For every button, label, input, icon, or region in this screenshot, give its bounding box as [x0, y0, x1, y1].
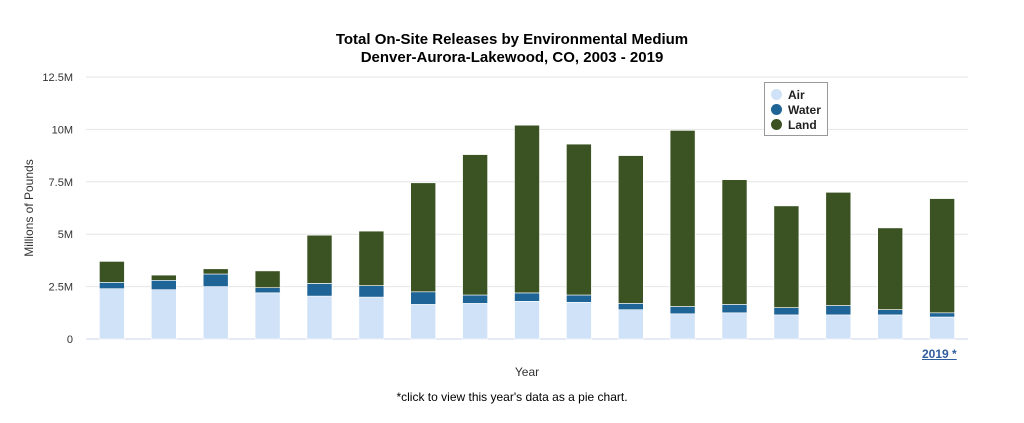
bar-water-2006[interactable] [254, 287, 281, 294]
bar-land-2011[interactable] [514, 124, 540, 294]
y-tick-label: 12.5M [42, 72, 73, 84]
bar-air-2015[interactable] [721, 312, 748, 340]
bar-air-2005[interactable] [202, 286, 229, 340]
chart-footnote: *click to view this year's data as a pie… [396, 390, 628, 404]
legend-item-land[interactable]: Land [771, 117, 827, 132]
bar-water-2005[interactable] [202, 273, 229, 287]
bar-land-2017[interactable] [825, 192, 852, 306]
bar-water-2004[interactable] [151, 279, 177, 290]
bar-air-2007[interactable] [306, 295, 333, 340]
bar-air-2019[interactable] [929, 316, 955, 340]
legend-label-water: Water [788, 102, 821, 117]
y-tick-label: 5M [58, 229, 73, 241]
legend-item-water[interactable]: Water [771, 102, 827, 117]
bar-water-2018[interactable] [877, 309, 904, 316]
bar-air-2018[interactable] [877, 314, 904, 340]
bar-air-2014[interactable] [669, 313, 696, 340]
bar-land-2016[interactable] [773, 205, 800, 308]
bar-water-2015[interactable] [721, 304, 748, 314]
x-axis-title: Year [515, 365, 539, 379]
bar-land-2005[interactable] [202, 268, 229, 275]
bar-land-2012[interactable] [566, 143, 592, 296]
bar-water-2011[interactable] [514, 292, 540, 302]
bar-air-2010[interactable] [462, 303, 488, 340]
bar-water-2017[interactable] [825, 305, 852, 316]
bar-land-2008[interactable] [358, 230, 385, 286]
bar-air-2013[interactable] [617, 309, 644, 340]
y-tick-label: 0 [67, 334, 73, 346]
bar-air-2016[interactable] [773, 314, 800, 340]
bar-water-2007[interactable] [306, 283, 333, 297]
bar-water-2009[interactable] [410, 291, 437, 305]
bar-air-2012[interactable] [566, 301, 592, 340]
bar-air-2003[interactable] [99, 288, 125, 340]
chart-title-main: Total On-Site Releases by Environmental … [335, 31, 689, 48]
y-tick-label: 10M [52, 124, 73, 136]
bar-land-2003[interactable] [99, 261, 125, 283]
bar-water-2012[interactable] [566, 294, 592, 303]
bar-air-2008[interactable] [358, 296, 385, 340]
legend-item-air[interactable]: Air [771, 87, 827, 102]
year-2019-link[interactable]: 2019 * [922, 347, 957, 361]
bar-land-2019[interactable] [929, 198, 955, 314]
bar-land-2006[interactable] [254, 270, 281, 288]
bar-land-2018[interactable] [877, 227, 904, 310]
bar-water-2019[interactable] [929, 312, 955, 318]
legend-label-land: Land [788, 117, 817, 132]
chart-title: Total On-Site Releases by Environmental … [0, 31, 1024, 67]
bar-water-2010[interactable] [462, 294, 488, 304]
y-tick-label: 2.5M [49, 282, 73, 294]
bar-air-2017[interactable] [825, 314, 852, 340]
chart-legend[interactable]: Air Water Land [764, 82, 828, 136]
bar-air-2004[interactable] [151, 289, 177, 340]
bar-land-2010[interactable] [462, 154, 488, 296]
legend-swatch-air [771, 89, 782, 100]
bar-land-2004[interactable] [151, 274, 177, 281]
bar-water-2008[interactable] [358, 285, 385, 298]
bar-air-2009[interactable] [410, 304, 437, 340]
bar-water-2013[interactable] [617, 303, 644, 310]
legend-swatch-water [771, 104, 782, 115]
bar-land-2013[interactable] [617, 155, 644, 304]
bar-water-2003[interactable] [99, 282, 125, 289]
y-axis-title: Millions of Pounds [22, 159, 36, 256]
legend-swatch-land [771, 119, 782, 130]
legend-label-air: Air [788, 87, 805, 102]
bar-land-2007[interactable] [306, 234, 333, 284]
chart-subtitle: Denver-Aurora-Lakewood, CO, 2003 - 2019 [360, 49, 664, 66]
bar-water-2014[interactable] [669, 306, 696, 315]
bar-land-2014[interactable] [669, 130, 696, 307]
y-tick-label: 7.5M [49, 177, 73, 189]
bar-water-2016[interactable] [773, 307, 800, 316]
bar-land-2015[interactable] [721, 179, 748, 305]
bar-land-2009[interactable] [410, 182, 437, 293]
bar-air-2006[interactable] [254, 292, 281, 340]
bar-air-2011[interactable] [514, 300, 540, 340]
